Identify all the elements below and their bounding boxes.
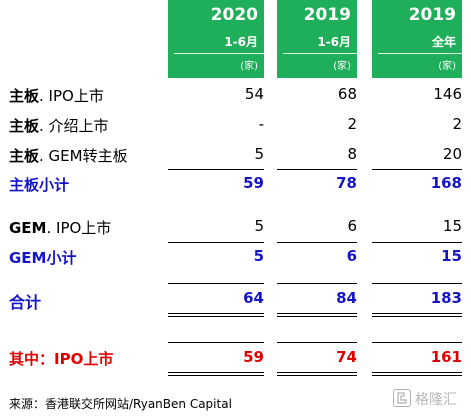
header-period: 全年: [431, 35, 456, 49]
ipo-double-underline: [168, 372, 264, 376]
ipo-double-underline: [372, 372, 462, 376]
subtotal-divider: [168, 169, 264, 170]
subtotal-divider: [277, 242, 357, 243]
header-col-2020-h1: 2020 1-6月 (家): [168, 0, 264, 78]
total-divider: [277, 283, 357, 284]
header-unit: (家): [240, 61, 258, 72]
ipo-double-underline: [277, 372, 357, 376]
table-row-gem-ipo: GEM. IPO上市 5 6 15: [0, 215, 471, 241]
table-row-main-board-introduction: 主板. 介绍上市 - 2 2: [0, 113, 471, 139]
cell-value: 54: [244, 85, 264, 103]
glh-logo-icon: [393, 389, 411, 407]
header-year: 2019: [408, 5, 456, 25]
cell-value: 59: [243, 174, 264, 192]
row-label: 合计: [9, 293, 42, 312]
cell-value: -: [258, 115, 264, 133]
ipo-divider: [168, 342, 264, 343]
cell-value: 2: [452, 115, 462, 133]
cell-value: 6: [346, 247, 357, 265]
cell-value: 64: [243, 289, 264, 307]
row-label: 主板. GEM转主板: [9, 147, 128, 165]
header-period: 1-6月: [317, 35, 351, 49]
row-label: 主板. 介绍上市: [9, 117, 109, 135]
table-row-main-board-ipo: 主板. IPO上市 54 68 146: [0, 83, 471, 109]
header-year: 2019: [303, 5, 351, 25]
total-double-underline: [168, 313, 264, 317]
header-year: 2020: [210, 5, 258, 25]
subtotal-divider: [372, 242, 462, 243]
cell-value: 5: [254, 145, 264, 163]
cell-value: 74: [336, 348, 357, 366]
header-divider: [378, 53, 462, 54]
row-label: 其中：IPO上市: [9, 350, 114, 368]
cell-value: 84: [336, 289, 357, 307]
cell-value: 161: [430, 348, 462, 366]
source-note: 来源：香港联交所网站/RyanBen Capital: [9, 397, 232, 411]
total-divider: [372, 283, 462, 284]
total-divider: [168, 283, 264, 284]
cell-value: 168: [430, 174, 462, 192]
header-divider: [283, 53, 357, 54]
cell-value: 8: [347, 145, 357, 163]
row-label: GEM小计: [9, 249, 77, 267]
row-label: 主板小计: [9, 176, 70, 194]
total-double-underline: [277, 313, 357, 317]
table-row-of-which-ipo: 其中：IPO上市 59 74 161: [0, 346, 471, 372]
header-unit: (家): [333, 61, 351, 72]
row-label: 主板. IPO上市: [9, 87, 104, 105]
header-col-2019-h1: 2019 1-6月 (家): [277, 0, 357, 78]
cell-value: 78: [336, 174, 357, 192]
cell-value: 183: [430, 289, 462, 307]
cell-value: 5: [253, 247, 264, 265]
cell-value: 68: [337, 85, 357, 103]
table-row-gem-transfer: 主板. GEM转主板 5 8 20: [0, 143, 471, 169]
table-row-total: 合计 64 84 183: [0, 287, 471, 313]
row-label: GEM. IPO上市: [9, 219, 112, 237]
table-row-gem-subtotal: GEM小计 5 6 15: [0, 245, 471, 271]
header-period: 1-6月: [224, 35, 258, 49]
cell-value: 2: [347, 115, 357, 133]
header-divider: [174, 53, 264, 54]
ipo-divider: [277, 342, 357, 343]
table-row-main-board-subtotal: 主板小计 59 78 168: [0, 172, 471, 198]
ipo-divider: [372, 342, 462, 343]
header-col-2019-fy: 2019 全年 (家): [372, 0, 462, 78]
cell-value: 20: [442, 145, 462, 163]
subtotal-divider: [277, 169, 357, 170]
cell-value: 15: [442, 217, 462, 235]
watermark: 格隆汇: [393, 386, 467, 412]
watermark-text: 格隆汇: [415, 392, 457, 408]
cell-value: 6: [347, 217, 357, 235]
subtotal-divider: [372, 169, 462, 170]
subtotal-divider: [168, 242, 264, 243]
header-unit: (家): [438, 61, 456, 72]
cell-value: 146: [433, 85, 462, 103]
cell-value: 5: [254, 217, 264, 235]
total-double-underline: [372, 313, 462, 317]
cell-value: 15: [441, 247, 462, 265]
cell-value: 59: [243, 348, 264, 366]
